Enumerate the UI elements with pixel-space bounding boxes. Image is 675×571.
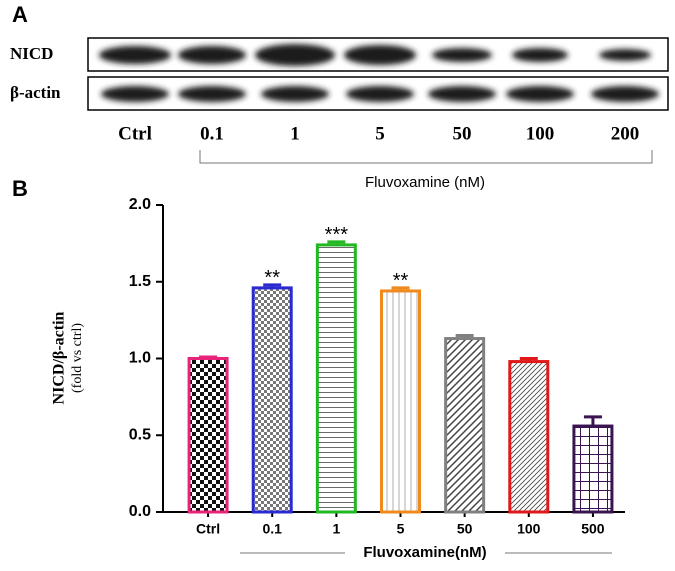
blot-band bbox=[591, 86, 659, 102]
x-tick-label: 500 bbox=[581, 521, 605, 537]
error-bar bbox=[455, 333, 474, 339]
x-tick-label: Ctrl bbox=[196, 521, 220, 537]
bar bbox=[251, 286, 293, 514]
blot-band bbox=[506, 86, 574, 102]
error-bar bbox=[327, 240, 346, 245]
blot-band bbox=[428, 86, 496, 102]
bracket-label: Fluvoxamine (nM) bbox=[365, 174, 485, 191]
blot-band bbox=[599, 49, 651, 61]
significance-label: *** bbox=[325, 224, 349, 246]
blot-band bbox=[344, 45, 416, 65]
blot-frame bbox=[87, 37, 669, 72]
x-tick-label: 5 bbox=[397, 521, 405, 537]
blot-band bbox=[178, 46, 246, 64]
blot-band bbox=[101, 86, 169, 102]
y-tick-label: 0.5 bbox=[129, 426, 151, 443]
x-tick-label: 100 bbox=[517, 521, 541, 537]
error-bar bbox=[519, 357, 538, 362]
x-tick-label: 1 bbox=[332, 521, 340, 537]
panel-label: A bbox=[12, 2, 28, 27]
bar bbox=[444, 337, 486, 514]
blot-band bbox=[432, 48, 492, 62]
y-tick-label: 0.0 bbox=[129, 503, 151, 520]
blot-frame bbox=[87, 76, 669, 111]
row-label: NICD bbox=[10, 44, 53, 63]
bar bbox=[380, 289, 421, 514]
lane-label: 50 bbox=[453, 123, 472, 144]
error-bar bbox=[199, 355, 218, 359]
y-axis-sublabel: (fold vs ctrl) bbox=[70, 323, 85, 393]
bar bbox=[187, 357, 229, 514]
error-bar bbox=[583, 415, 602, 427]
blot-band bbox=[178, 86, 246, 102]
y-axis-label: NICD/β-actin bbox=[51, 311, 68, 404]
bar bbox=[572, 424, 614, 514]
lane-label: 0.1 bbox=[200, 123, 224, 144]
y-tick-label: 1.5 bbox=[129, 273, 151, 290]
significance-label: ** bbox=[393, 270, 409, 292]
error-bar bbox=[263, 283, 282, 288]
bracket bbox=[199, 150, 653, 164]
blot-band bbox=[255, 44, 335, 66]
lane-label: Ctrl bbox=[118, 123, 152, 144]
lane-label: 100 bbox=[526, 123, 555, 144]
error-bar bbox=[391, 286, 410, 291]
bar bbox=[508, 360, 550, 514]
blot-band bbox=[346, 86, 414, 102]
lane-label: 5 bbox=[375, 123, 385, 144]
y-tick-label: 1.0 bbox=[129, 350, 151, 367]
x-tick-label: 50 bbox=[457, 521, 473, 537]
blot-band bbox=[512, 48, 568, 62]
lane-label: 1 bbox=[290, 123, 300, 144]
blot-band bbox=[261, 86, 329, 102]
y-tick-label: 2.0 bbox=[129, 196, 151, 213]
lane-label: 200 bbox=[611, 123, 640, 144]
bar bbox=[315, 243, 357, 514]
x-tick-label: 0.1 bbox=[262, 521, 282, 537]
row-label: β-actin bbox=[10, 83, 61, 102]
blot-band bbox=[99, 46, 171, 64]
significance-label: ** bbox=[264, 267, 280, 289]
x-axis-label: Fluvoxamine(nM) bbox=[363, 544, 486, 561]
panel-label: B bbox=[12, 176, 28, 201]
